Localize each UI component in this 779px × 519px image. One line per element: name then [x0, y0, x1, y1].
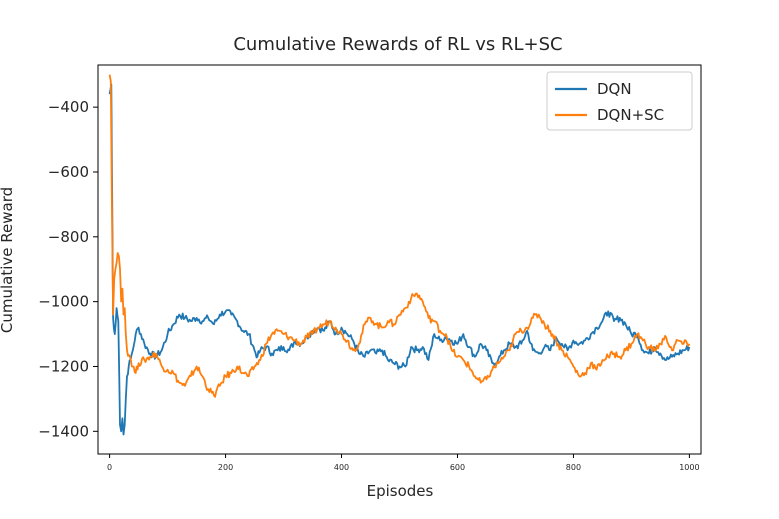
- x-tick-label: 1000: [679, 463, 699, 472]
- series-layer: [108, 74, 691, 436]
- y-tick-label: −1000: [38, 293, 89, 311]
- x-tick-label: 800: [566, 463, 581, 472]
- series-line-dqn-sc: [108, 74, 691, 398]
- x-tick-label: 600: [450, 463, 465, 472]
- x-tick-label: 200: [218, 463, 233, 472]
- y-tick-label: −1200: [38, 357, 89, 375]
- x-tick-label: 0: [107, 463, 112, 472]
- x-tick-label: 400: [334, 463, 349, 472]
- x-axis: 0 200 400 600 800 1000: [107, 454, 700, 472]
- legend-label: DQN: [597, 80, 632, 98]
- legend: DQN DQN+SC: [546, 71, 693, 131]
- y-axis-label: Cumulative Reward: [0, 187, 16, 333]
- y-axis: −400 −600 −800 −1000 −1200 −1400: [38, 98, 98, 440]
- legend-label: DQN+SC: [597, 106, 664, 124]
- y-tick-label: −400: [48, 98, 89, 116]
- y-tick-label: −600: [48, 163, 89, 181]
- y-tick-label: −800: [48, 228, 89, 246]
- chart-title: Cumulative Rewards of RL vs RL+SC: [233, 34, 562, 55]
- series-line-dqn: [108, 83, 691, 436]
- x-axis-label: Episodes: [367, 482, 434, 500]
- y-tick-label: −1400: [38, 422, 89, 440]
- plot-area-frame: [97, 64, 702, 455]
